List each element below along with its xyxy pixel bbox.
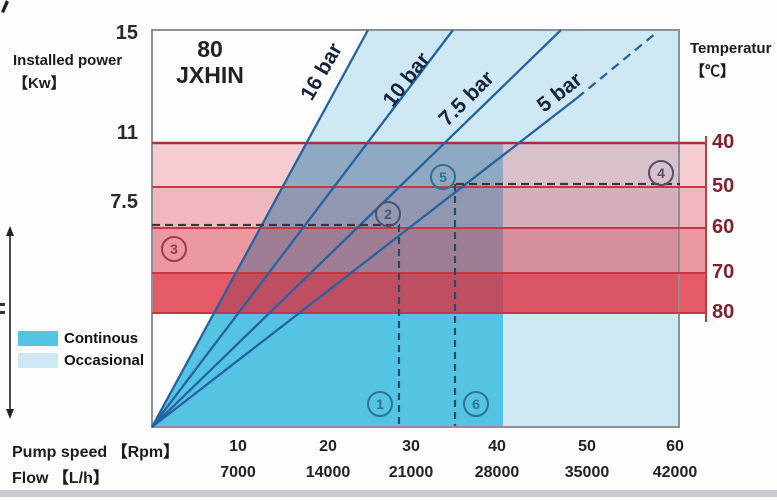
marker-6: 6: [463, 391, 489, 417]
left-range-arrow-bottom: [6, 409, 14, 419]
speed-tick-20: 20: [319, 438, 337, 455]
temp-tick-50: 50: [712, 175, 735, 197]
bottom-divider: [0, 490, 777, 497]
chart-title-line1: 80: [197, 36, 223, 62]
curve-5bar-dashed-end: [576, 32, 657, 99]
temp-tick-80: 80: [712, 301, 735, 323]
legend-label-continuous: Continous: [64, 330, 139, 347]
marker-5: 5: [430, 164, 456, 190]
y-axis-label-line2: 【Kw】: [13, 75, 66, 92]
flow-tick-35000: 35000: [564, 464, 610, 481]
temp-tick-70: 70: [712, 261, 735, 283]
curve-5bar: [151, 97, 578, 428]
temp-tick-60: 60: [712, 216, 735, 238]
x-axis-speed-label: Pump speed 【Rpm】: [12, 444, 180, 461]
temp-band-50-60: [152, 187, 706, 228]
left-edge-mark-1: [0, 303, 5, 306]
temp-axis-label-line2: 【℃】: [690, 63, 736, 80]
curve-7-5bar: [151, 29, 562, 428]
speed-tick-30: 30: [402, 438, 420, 455]
temp-band-60-70: [152, 228, 706, 273]
marker-2: 2: [375, 201, 401, 227]
y-tick-15: 15: [115, 22, 138, 44]
left-range-arrow-top: [6, 226, 14, 236]
marker-1: 1: [367, 391, 393, 417]
legend-swatch-occasional: [18, 353, 58, 368]
curve-16bar: [150, 29, 370, 428]
speed-tick-40: 40: [488, 438, 506, 455]
temp-axis-label-line1: Temperatur: [690, 40, 772, 57]
flow-tick-28000: 28000: [474, 464, 520, 481]
y-axis-label-line1: Installed power: [13, 52, 123, 69]
temp-tick-40: 40: [712, 131, 735, 153]
flow-tick-42000: 42000: [652, 464, 698, 481]
x-axis-flow-label: Flow 【L/h】: [12, 470, 109, 487]
curve-10bar: [151, 29, 454, 428]
flow-tick-21000: 21000: [388, 464, 434, 481]
left-edge-mark-2: [0, 311, 5, 314]
flow-tick-7000: 7000: [220, 464, 256, 481]
speed-tick-60: 60: [666, 438, 684, 455]
temp-band-40-50: [152, 143, 706, 187]
legend-label-occasional: Occasional: [64, 352, 145, 369]
chart-title: 80 JXHIN: [160, 36, 260, 89]
marker-3: 3: [161, 236, 187, 262]
legend-swatch-continuous: [18, 331, 58, 346]
top-left-artifact: [1, 0, 9, 13]
speed-tick-50: 50: [578, 438, 596, 455]
speed-tick-10: 10: [229, 438, 247, 455]
temp-band-70-80: [152, 273, 706, 313]
y-tick-11: 11: [116, 122, 138, 144]
y-tick-7-5: 7.5: [110, 191, 138, 213]
flow-tick-14000: 14000: [305, 464, 351, 481]
chart-title-line2: JXHIN: [176, 62, 244, 89]
marker-4: 4: [648, 160, 674, 186]
